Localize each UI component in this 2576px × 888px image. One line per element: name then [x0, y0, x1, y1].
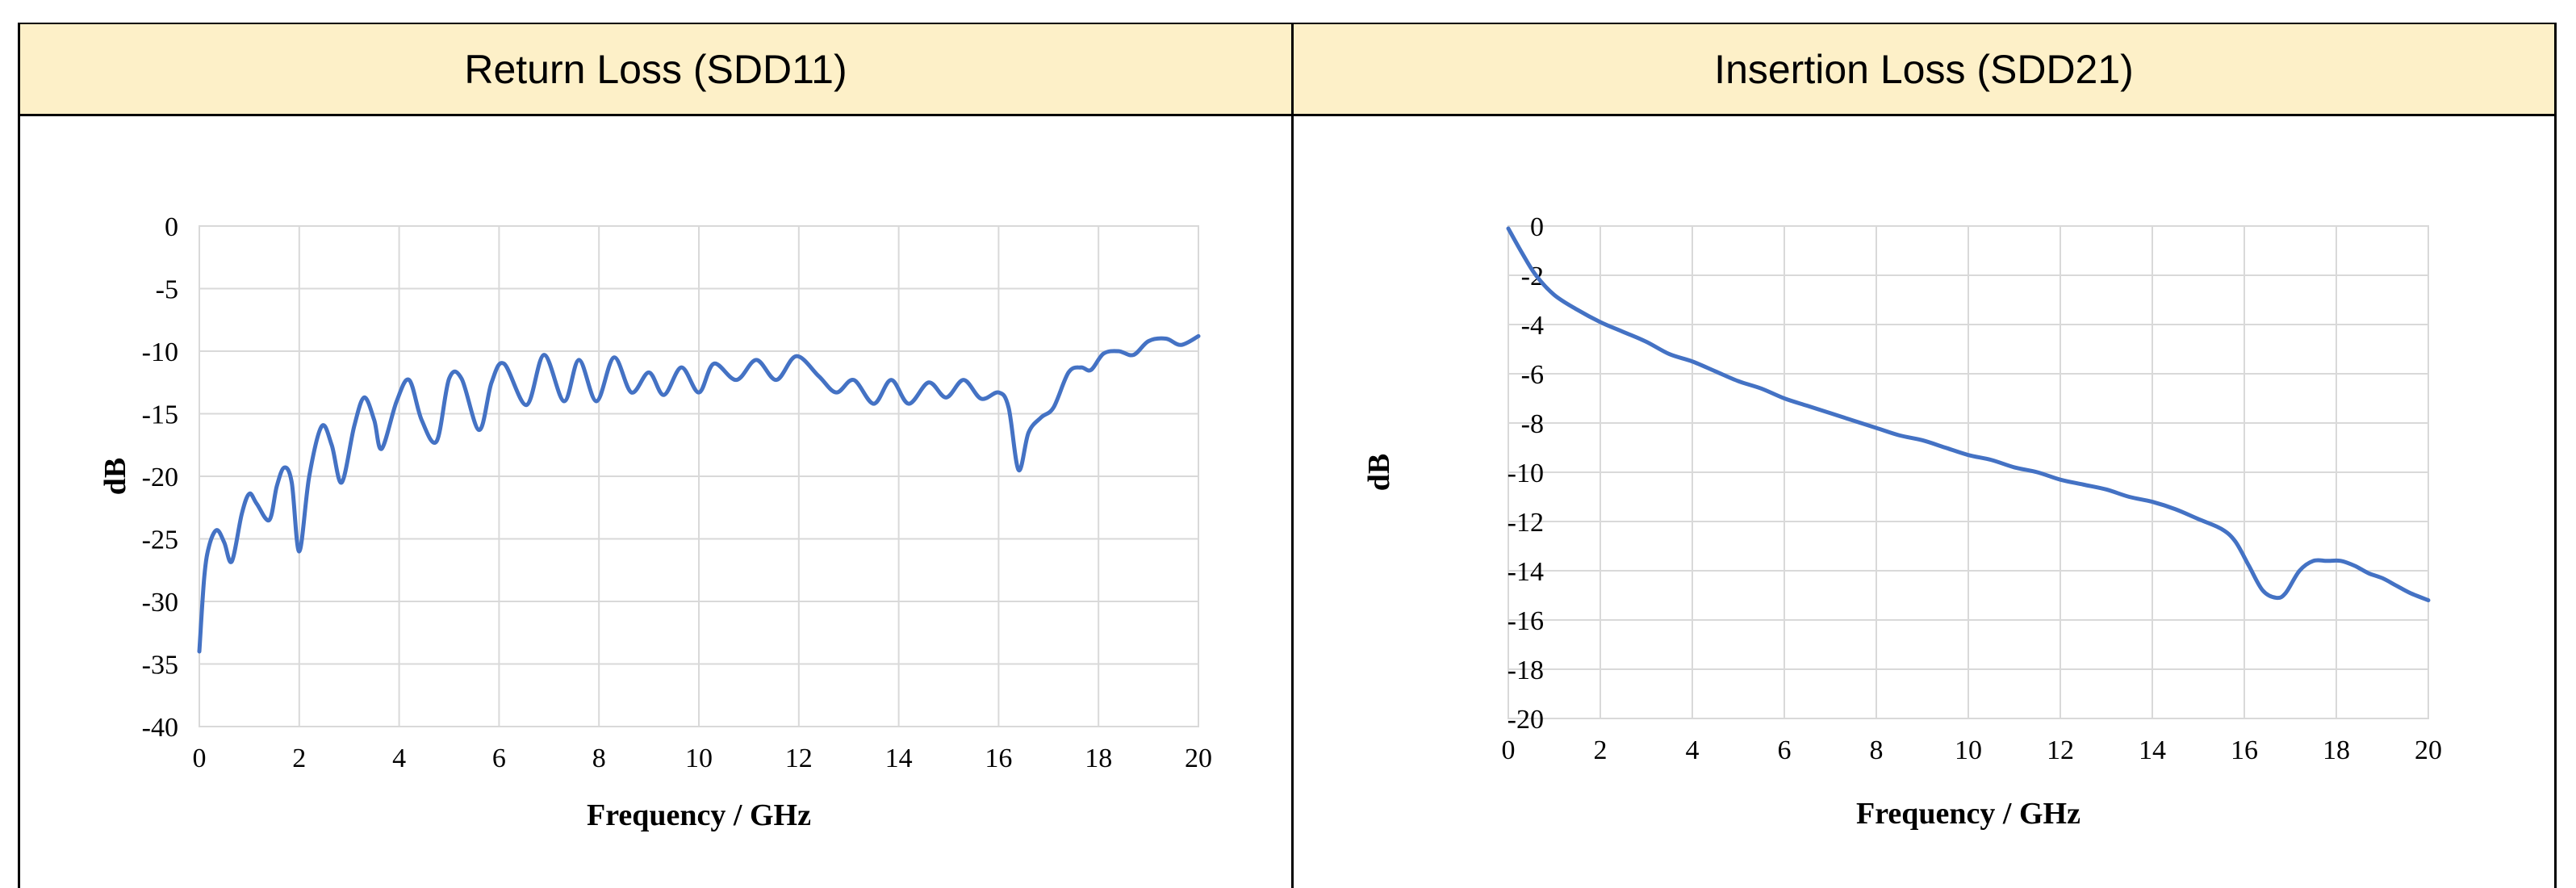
x-tick-label: 12 [2047, 735, 2074, 765]
return-loss-cell: Return Loss (SDD11) 0 2 4 6 8 10 12 14 16 18 20 0 -5… [20, 24, 1294, 888]
x-tick-label: 2 [1594, 735, 1608, 765]
x-tick-label: 8 [592, 743, 606, 773]
y-tick-label: 0 [165, 212, 178, 242]
insertion-loss-header: Insertion Loss (SDD21) [1294, 24, 2554, 116]
x-tick-label: 14 [885, 743, 913, 773]
x-tick-label: 0 [1502, 735, 1516, 765]
y-tick-label: -25 [142, 526, 178, 555]
x-tick-label: 0 [193, 743, 207, 773]
x-tick-label: 14 [2139, 735, 2166, 765]
x-tick-label: 12 [785, 743, 813, 773]
return-loss-title: Return Loss (SDD11) [464, 46, 847, 92]
x-tick-label: 2 [292, 743, 306, 773]
y-tick-label: -35 [142, 651, 178, 681]
y-tick-label: -8 [1521, 409, 1544, 439]
x-tick-label: 20 [1185, 743, 1212, 773]
return-loss-chart: 0 2 4 6 8 10 12 14 16 18 20 0 -5 -10 -15 -20 -25 -30 -35 -4… [98, 212, 1212, 832]
y-tick-label: -40 [142, 713, 178, 743]
y-tick-label: -6 [1521, 360, 1544, 390]
return-loss-header: Return Loss (SDD11) [20, 24, 1291, 116]
y-tick-label: -14 [1508, 557, 1544, 587]
x-tick-label: 16 [985, 743, 1012, 773]
y-tick-label: -20 [142, 463, 178, 492]
x-tick-label: 6 [1778, 735, 1792, 765]
x-tick-label: 20 [2415, 735, 2442, 765]
y-tick-label: -16 [1508, 606, 1544, 636]
y-tick-label: -30 [142, 588, 178, 618]
x-tick-label: 10 [1955, 735, 1982, 765]
x-tick-label: 10 [685, 743, 713, 773]
x-axis-title: Frequency / GHz [1856, 797, 2080, 831]
y-tick-label: -10 [1508, 459, 1544, 488]
y-tick-label: -4 [1521, 311, 1544, 341]
x-axis-title: Frequency / GHz [587, 798, 811, 832]
series-line [1506, 226, 2431, 603]
y-tick-label: -20 [1508, 705, 1544, 735]
x-tick-label: 18 [1085, 743, 1112, 773]
x-tick-label: 6 [492, 743, 506, 773]
y-tick-label: -15 [142, 400, 178, 430]
y-axis-title: dB [98, 458, 132, 495]
comparison-table: Return Loss (SDD11) 0 2 4 6 8 10 12 14 16 18 20 0 -5… [18, 23, 2557, 888]
x-tick-label: 8 [1870, 735, 1884, 765]
y-axis-title: dB [1362, 454, 1396, 491]
x-tick-label: 16 [2231, 735, 2258, 765]
x-tick-label: 18 [2323, 735, 2350, 765]
y-tick-label: -2 [1521, 262, 1544, 291]
y-tick-label: -5 [156, 275, 178, 305]
x-tick-label: 4 [392, 743, 406, 773]
y-tick-label: 0 [1530, 212, 1544, 242]
insertion-loss-cell: Insertion Loss (SDD21) 0 2 4 6 8 10 12 14 16 18 20… [1294, 24, 2554, 888]
y-tick-label: -10 [142, 337, 178, 367]
x-tick-label: 4 [1686, 735, 1700, 765]
y-tick-label: -18 [1508, 656, 1544, 685]
series-line [197, 333, 1201, 654]
y-tick-label: -12 [1508, 508, 1544, 538]
insertion-loss-chart: 0 2 4 6 8 10 12 14 16 18 20 0 -2 -4 -6 -8 -10 -12 -14 -16 -1… [1362, 212, 2442, 831]
insertion-loss-title: Insertion Loss (SDD21) [1714, 46, 2134, 92]
